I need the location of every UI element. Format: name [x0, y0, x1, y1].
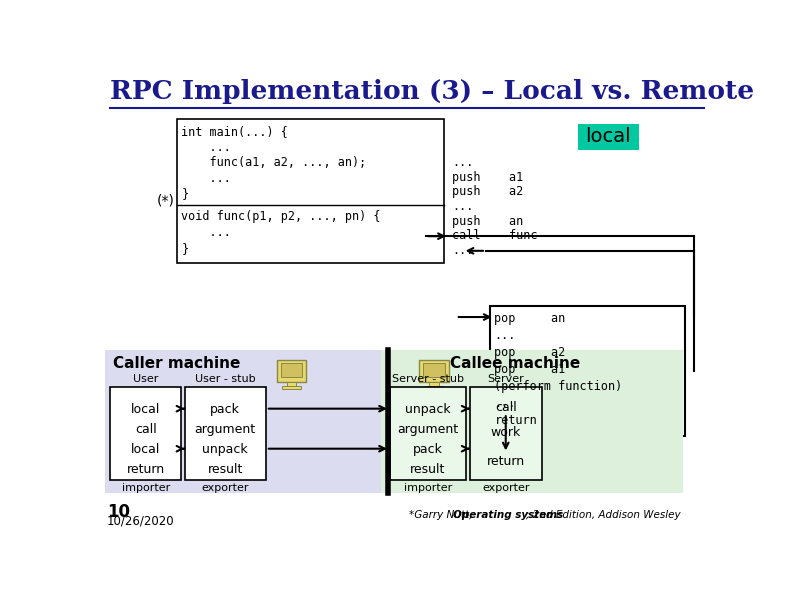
- Text: User: User: [133, 374, 159, 384]
- Text: local: local: [131, 443, 160, 456]
- Text: ...: ...: [452, 244, 473, 257]
- Text: push    an: push an: [452, 215, 523, 228]
- Text: Caller machine: Caller machine: [114, 356, 241, 371]
- Text: pop     a2: pop a2: [495, 346, 566, 359]
- Text: }: }: [181, 187, 188, 200]
- Bar: [277, 360, 306, 382]
- Bar: [490, 306, 685, 436]
- Text: Callee machine: Callee machine: [450, 356, 580, 371]
- Bar: [430, 382, 439, 386]
- Bar: [419, 360, 449, 382]
- Text: *Garry Nutt;: *Garry Nutt;: [409, 509, 476, 519]
- Text: argument: argument: [397, 422, 458, 436]
- Text: push    a2: push a2: [452, 186, 523, 198]
- Text: call    func: call func: [452, 229, 538, 242]
- Text: void func(p1, p2, ..., pn) {: void func(p1, p2, ..., pn) {: [181, 210, 381, 223]
- Bar: [282, 386, 301, 389]
- Text: unpack: unpack: [202, 443, 248, 456]
- Text: push    a1: push a1: [452, 171, 523, 184]
- Text: Server - stub: Server - stub: [392, 374, 464, 384]
- Text: result: result: [207, 462, 243, 475]
- Text: ...: ...: [181, 171, 231, 184]
- Text: ...: ...: [181, 140, 231, 154]
- Text: pack: pack: [413, 443, 443, 456]
- Text: }: }: [181, 242, 188, 255]
- Text: work: work: [491, 425, 521, 439]
- Bar: [380, 350, 683, 493]
- Text: unpack: unpack: [405, 402, 451, 415]
- Text: (perform function): (perform function): [495, 380, 622, 393]
- Bar: [425, 386, 443, 389]
- Text: exporter: exporter: [482, 483, 530, 493]
- Text: return: return: [127, 462, 165, 475]
- Text: importer: importer: [403, 483, 452, 493]
- Text: call: call: [135, 422, 156, 436]
- Text: return: return: [495, 414, 538, 427]
- Text: pop     an: pop an: [495, 312, 566, 325]
- Text: ...: ...: [495, 397, 516, 410]
- Text: pack: pack: [210, 402, 240, 415]
- Text: importer: importer: [121, 483, 170, 493]
- Bar: [470, 387, 542, 480]
- Text: ...: ...: [495, 330, 516, 342]
- Text: argument: argument: [195, 422, 256, 436]
- Text: result: result: [410, 462, 445, 475]
- Bar: [184, 387, 266, 480]
- Text: int main(...) {: int main(...) {: [181, 126, 288, 138]
- Text: local: local: [131, 402, 160, 415]
- Text: ...: ...: [452, 156, 473, 169]
- Text: return: return: [487, 455, 525, 468]
- Text: func(a1, a2, ..., an);: func(a1, a2, ..., an);: [181, 156, 367, 169]
- Text: pop     a1: pop a1: [495, 363, 566, 376]
- Text: Operating systems: Operating systems: [453, 509, 563, 519]
- Text: (*): (*): [156, 193, 175, 208]
- Text: Server: Server: [488, 374, 524, 384]
- Text: 10/26/2020: 10/26/2020: [107, 515, 175, 528]
- Bar: [390, 387, 466, 480]
- Text: exporter: exporter: [202, 483, 249, 493]
- Bar: [280, 363, 303, 377]
- Text: 10: 10: [107, 503, 130, 521]
- Bar: [287, 382, 296, 386]
- Bar: [578, 124, 638, 150]
- Text: ...: ...: [452, 200, 473, 213]
- Text: RPC Implementation (3) – Local vs. Remote: RPC Implementation (3) – Local vs. Remot…: [110, 79, 754, 104]
- Text: ; 2nd Edition, Addison Wesley: ; 2nd Edition, Addison Wesley: [526, 509, 680, 519]
- Text: local: local: [586, 127, 631, 146]
- Bar: [106, 350, 380, 493]
- Text: call: call: [495, 401, 517, 414]
- Bar: [177, 119, 444, 263]
- Bar: [423, 363, 445, 377]
- Bar: [110, 387, 181, 480]
- Text: ...: ...: [181, 226, 231, 239]
- Text: User - stub: User - stub: [195, 374, 256, 384]
